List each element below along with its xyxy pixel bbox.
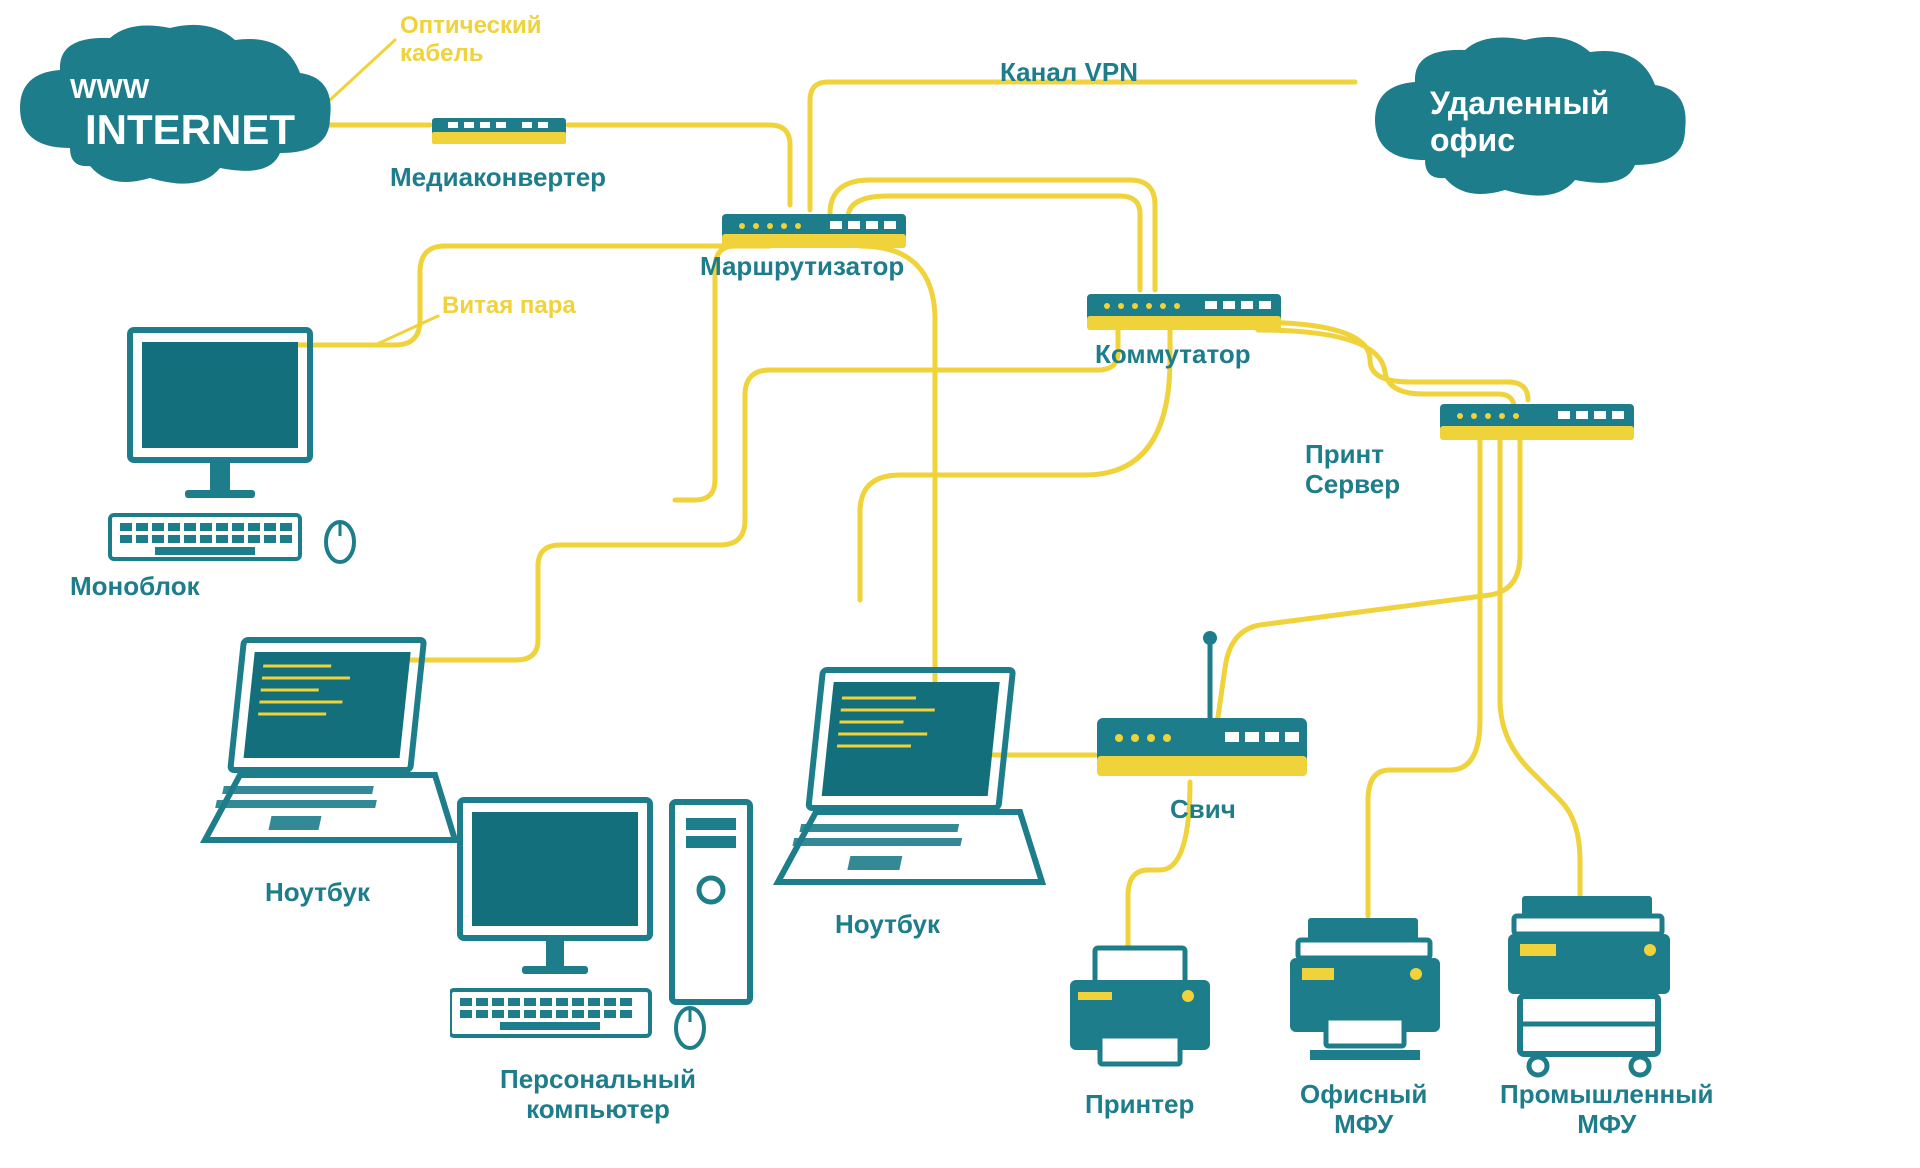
cable-twisted-leader [375,316,438,345]
label-laptop1: Ноутбук [265,878,370,908]
label-laptop2: Ноутбук [835,910,940,940]
pc-icon [450,780,780,1060]
laptop1-icon [185,630,465,850]
cable-router-to-vpn [810,82,1355,210]
cloud-remote-line2: офис [1430,122,1515,159]
cloud-internet-line1: WWW [70,73,149,105]
network-diagram: WWW INTERNET Удаленный офис [0,0,1920,1168]
label-printer: Принтер [1085,1090,1194,1120]
industrial-mfu-icon [1500,890,1680,1080]
label-switch: Коммутатор [1095,340,1251,370]
office-mfu-icon [1280,910,1450,1070]
cloud-remote-office: Удаленный офис [1355,30,1695,235]
label-mediaconverter: Медиаконвертер [390,163,606,193]
cable-printserver-to-ind-mfu [1500,440,1580,898]
laptop2-icon [760,660,1050,890]
cable-printserver-to-office-mfu [1368,440,1480,916]
label-wireless-switch: Свич [1170,795,1236,825]
switch-icon [1085,288,1285,340]
cable-switch-to-laptop1 [405,330,1118,660]
wireless-switch-icon [1095,628,1315,788]
label-print-server: Принт Сервер [1305,440,1400,500]
label-twisted-pair: Витая пара [442,292,576,320]
cable-router-to-pc [675,246,752,500]
printer-icon [1060,940,1220,1080]
cloud-remote-line1: Удаленный [1430,85,1609,122]
cable-switch-to-printserver-1 [1250,322,1528,400]
cloud-internet-line2: INTERNET [85,106,295,154]
label-office-mfu: Офисный МФУ [1300,1080,1427,1140]
label-vpn: Канал VPN [1000,58,1138,88]
label-router: Маршрутизатор [700,252,904,282]
mediaconverter-icon [430,108,570,156]
cable-switch-to-printserver-2 [1258,330,1514,408]
label-monoblock: Моноблок [70,572,200,602]
cable-switch-to-laptop2 [860,330,1170,600]
cloud-internet: WWW INTERNET [0,18,340,223]
label-fiber: Оптический кабель [400,12,542,67]
label-pc: Персональный компьютер [500,1065,696,1125]
print-server-icon [1438,398,1638,450]
label-industrial-mfu: Промышленный МФУ [1500,1080,1713,1140]
monoblock-icon [100,320,380,570]
